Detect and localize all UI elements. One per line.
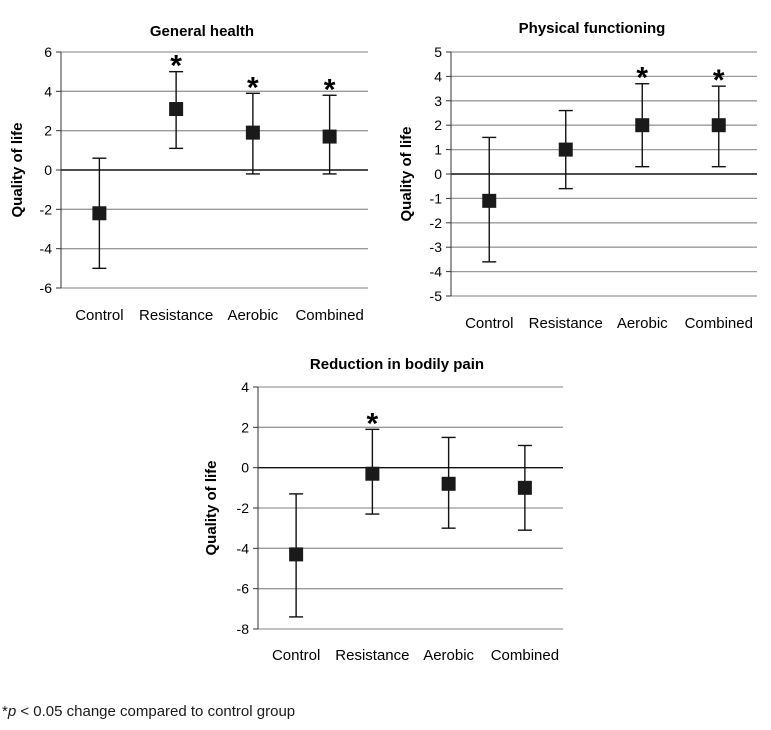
chart-title: Physical functioning	[519, 20, 666, 37]
category-label: Control	[465, 315, 513, 332]
y-tick-label: 4	[434, 68, 442, 84]
y-tick-label: 0	[44, 162, 52, 178]
category-label: Resistance	[335, 647, 409, 664]
mean-marker	[441, 476, 456, 491]
category-label: Aerobic	[617, 315, 668, 332]
y-tick-label: 2	[434, 117, 442, 133]
y-tick-label: 0	[434, 166, 442, 182]
category-label: Combined	[295, 307, 363, 324]
category-label: Control	[75, 307, 123, 324]
category-label: Control	[272, 647, 320, 664]
y-axis-label: Quality of life	[9, 122, 26, 217]
significance-star: *	[247, 71, 259, 104]
y-tick-label: 4	[44, 83, 52, 99]
significance-star: *	[324, 73, 336, 106]
y-tick-label: 3	[434, 93, 442, 109]
y-tick-label: 4	[241, 379, 249, 395]
chart-3: Reduction in bodily pain Quality of life -…	[203, 356, 563, 664]
y-tick-label: 2	[44, 123, 52, 139]
category-label: Resistance	[139, 307, 213, 324]
chart-title: General health	[150, 23, 254, 40]
chart-2: Physical functioning Quality of life -5 -4 -…	[398, 20, 757, 332]
footnote-asterisk: *	[2, 703, 8, 720]
mean-marker	[92, 206, 107, 221]
y-axis-label: Quality of life	[398, 126, 415, 221]
mean-marker	[169, 102, 184, 117]
mean-marker	[482, 193, 497, 208]
y-tick-label: 5	[434, 44, 442, 60]
mean-marker	[365, 466, 380, 481]
y-tick-label: -3	[430, 239, 443, 255]
y-tick-label: -4	[430, 264, 443, 280]
mean-marker	[635, 118, 650, 133]
category-label: Combined	[491, 647, 559, 664]
mean-marker	[711, 118, 726, 133]
y-tick-label: -8	[237, 621, 250, 637]
significance-star: *	[367, 407, 379, 440]
category-label: Resistance	[529, 315, 603, 332]
y-axis-label: Quality of life	[203, 460, 220, 555]
mean-marker	[322, 129, 337, 144]
mean-marker	[517, 480, 532, 495]
category-label: Combined	[685, 315, 753, 332]
chart-1: General health Quality of life -6 -4 -2 0 2 4 6 C…	[9, 23, 368, 324]
footnote-text: < 0.05 change compared to control group	[16, 703, 296, 720]
mean-marker	[289, 547, 304, 562]
significance-star: *	[636, 62, 648, 95]
y-tick-label: -2	[40, 201, 53, 217]
y-tick-label: -4	[40, 241, 53, 257]
mean-marker	[245, 125, 260, 140]
y-tick-label: -6	[237, 581, 250, 597]
category-label: Aerobic	[423, 647, 474, 664]
significance-star: *	[713, 64, 725, 97]
mean-marker	[558, 142, 573, 157]
category-label: Aerobic	[227, 307, 278, 324]
y-tick-label: 6	[44, 44, 52, 60]
y-tick-label: -4	[237, 540, 250, 556]
y-tick-label: -6	[40, 280, 53, 296]
y-tick-label: -1	[430, 190, 443, 206]
footnote-p-symbol: p	[7, 703, 17, 720]
significance-star: *	[170, 50, 182, 83]
significance-footnote: *p < 0.05 change compared to control gro…	[2, 703, 295, 720]
y-tick-label: -5	[430, 288, 443, 304]
chart-title: Reduction in bodily pain	[310, 356, 484, 373]
y-tick-label: -2	[430, 215, 443, 231]
y-tick-label: 2	[241, 419, 249, 435]
y-tick-label: -2	[237, 500, 250, 516]
y-tick-label: 1	[434, 142, 442, 158]
y-tick-label: 0	[241, 460, 249, 476]
